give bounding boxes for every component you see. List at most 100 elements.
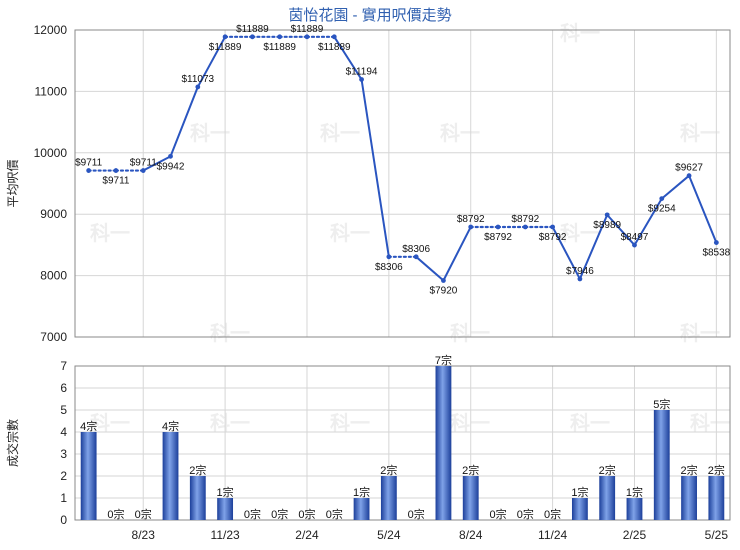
- price-point: [713, 240, 719, 245]
- y-tick-label: 7000: [40, 330, 67, 344]
- price-point: [441, 278, 446, 283]
- volume-data-label: 1宗: [217, 485, 234, 499]
- volume-data-label: 0宗: [135, 507, 152, 521]
- volume-data-label: 1宗: [353, 485, 370, 499]
- watermark-text: 科一: [570, 411, 610, 435]
- watermark-text: 科一: [210, 321, 250, 345]
- x-tick-label: 8/24: [459, 528, 483, 542]
- y-tick-label: 0: [60, 513, 67, 527]
- price-data-label: $8792: [484, 232, 512, 243]
- volume-bar: [571, 498, 588, 520]
- volume-data-label: 2宗: [380, 463, 397, 477]
- y-tick-label: 11000: [35, 84, 68, 98]
- price-point: [195, 84, 201, 90]
- price-data-label: $8792: [457, 214, 485, 225]
- y-tick-label: 3: [60, 447, 67, 461]
- price-data-label: $8497: [621, 232, 649, 243]
- watermark-text: 科一: [690, 411, 730, 435]
- price-data-label: $11889: [291, 24, 324, 35]
- price-axis-title: 平均呎價: [6, 159, 20, 207]
- price-line-segment: [606, 213, 636, 247]
- price-data-label: $8792: [539, 232, 567, 243]
- price-data-label: $11194: [346, 66, 378, 77]
- volume-panel-frame: [74, 365, 731, 521]
- price-point: [577, 276, 583, 282]
- volume-bar: [626, 498, 643, 520]
- price-data-label: $11889: [263, 42, 296, 53]
- volume-bar: [217, 498, 234, 520]
- volume-data-label: 0宗: [298, 507, 315, 521]
- y-tick-label: 8000: [40, 269, 67, 283]
- watermark-text: 科一: [190, 121, 230, 145]
- x-tick-label: 2/24: [295, 528, 319, 542]
- price-data-label: $7920: [430, 286, 458, 297]
- price-point: [686, 173, 692, 179]
- y-tick-label: 9000: [40, 207, 67, 221]
- y-tick-label: 1: [60, 491, 67, 505]
- volume-data-label: 0宗: [244, 507, 261, 521]
- x-tick-label: 5/24: [377, 528, 401, 542]
- volume-axis-title: 成交宗數: [5, 419, 20, 467]
- price-line-segment: [442, 225, 472, 282]
- price-point: [249, 34, 255, 40]
- watermark-text: 科一: [320, 121, 360, 145]
- price-data-label: $9711: [102, 176, 130, 187]
- price-data-label: $8306: [402, 244, 430, 255]
- price-line-segment: [688, 174, 718, 244]
- price-point: [386, 254, 392, 260]
- price-line-segment: [551, 225, 581, 280]
- watermark-text: 科一: [440, 121, 480, 145]
- price-line-segment: [360, 78, 390, 258]
- price-data-label: $8306: [375, 262, 403, 273]
- price-point: [168, 153, 173, 159]
- volume-bar: [462, 476, 479, 520]
- price-point: [277, 34, 283, 40]
- price-data-label: $9711: [130, 158, 158, 169]
- price-point: [113, 168, 119, 173]
- y-tick-label: 2: [60, 469, 67, 483]
- price-point: [304, 34, 310, 40]
- volume-data-label: 0宗: [489, 507, 506, 521]
- price-point: [659, 196, 665, 202]
- price-point: [140, 168, 146, 173]
- shared-x-axis: 8/23 11/23 2/24 5/24 8/24 11/24 2/25 5/25: [132, 528, 729, 542]
- price-data-label: $8989: [593, 220, 621, 231]
- watermark-text: 科一: [560, 21, 600, 45]
- price-data-label: $8792: [511, 214, 539, 225]
- watermark-text: 科一: [210, 411, 250, 435]
- volume-data-label: 2宗: [599, 463, 616, 477]
- volume-data-label: 0宗: [107, 507, 124, 521]
- watermark-text: 科一: [450, 321, 490, 345]
- price-point: [632, 242, 637, 248]
- x-tick-label: 5/25: [705, 528, 729, 542]
- price-data-label: $9942: [157, 161, 185, 172]
- price-data-label: $9627: [675, 163, 703, 174]
- y-tick-label: 12000: [34, 23, 68, 37]
- price-line-segment: [142, 155, 172, 172]
- price-data-label: $9254: [648, 204, 676, 215]
- price-line-segment: [578, 213, 609, 280]
- volume-bar: [708, 476, 725, 520]
- price-line-segment: [660, 174, 691, 200]
- price-point: [86, 168, 92, 173]
- volume-bar: [599, 476, 616, 520]
- price-line-segment: [633, 197, 663, 247]
- price-point: [222, 34, 228, 40]
- y-tick-label: 6: [60, 381, 67, 395]
- price-data-label: $9711: [75, 158, 103, 169]
- price-point: [359, 77, 364, 82]
- volume-data-label: 0宗: [271, 507, 288, 521]
- volume-data-label: 0宗: [408, 507, 425, 521]
- price-data-label: $11073: [181, 74, 214, 85]
- x-tick-label: 11/23: [211, 528, 240, 542]
- volume-bar: [380, 476, 397, 520]
- price-data-label: $11889: [318, 42, 351, 53]
- y-tick-label: 7: [60, 359, 67, 373]
- volume-bar: [80, 432, 97, 520]
- price-data-label: $11889: [209, 42, 242, 53]
- price-point: [413, 254, 419, 260]
- volume-data-label: 4宗: [162, 419, 179, 433]
- volume-data-label: 2宗: [681, 463, 698, 477]
- watermark-text: 科一: [90, 411, 130, 435]
- volume-data-label: 5宗: [653, 397, 670, 411]
